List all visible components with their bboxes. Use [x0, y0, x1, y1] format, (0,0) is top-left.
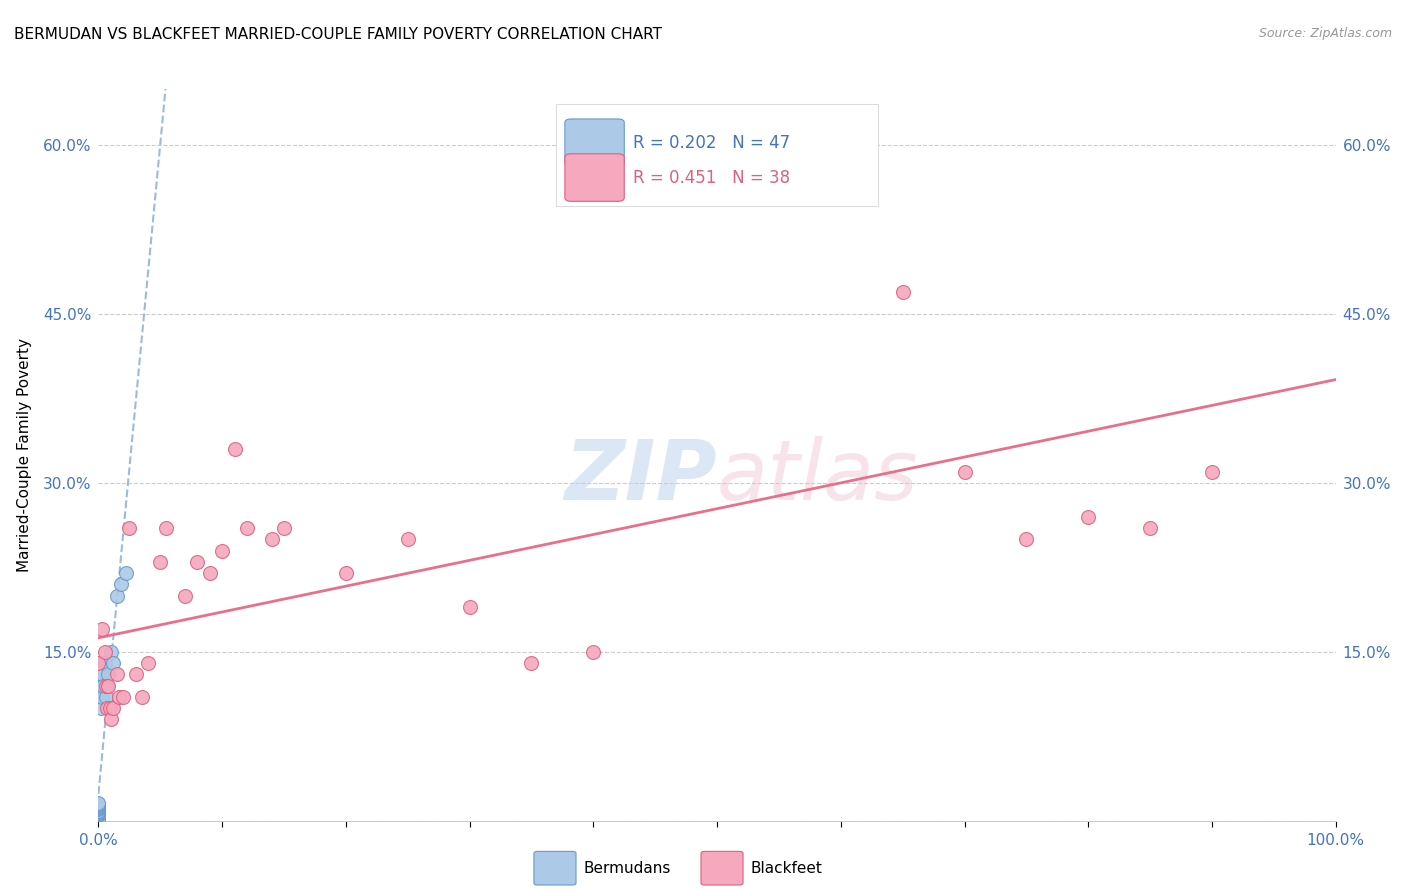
- Point: [1201, 465, 1223, 479]
- Point: [87, 814, 110, 828]
- Point: [155, 521, 177, 535]
- Point: [87, 814, 110, 828]
- Point: [87, 797, 110, 811]
- Point: [87, 799, 110, 814]
- Point: [103, 701, 125, 715]
- Point: [87, 814, 110, 828]
- Point: [87, 814, 110, 828]
- Point: [87, 797, 110, 812]
- Point: [87, 814, 110, 828]
- Point: [1015, 533, 1038, 547]
- Point: [87, 656, 110, 670]
- FancyBboxPatch shape: [565, 153, 624, 202]
- Point: [396, 533, 419, 547]
- Point: [118, 521, 141, 535]
- Point: [96, 679, 118, 693]
- Point: [103, 656, 125, 670]
- Point: [582, 645, 605, 659]
- Point: [91, 623, 114, 637]
- Point: [273, 521, 295, 535]
- Point: [114, 566, 136, 580]
- Point: [93, 645, 115, 659]
- Point: [87, 814, 110, 828]
- Point: [94, 690, 117, 704]
- Point: [87, 814, 110, 828]
- Point: [1139, 521, 1161, 535]
- Point: [100, 645, 122, 659]
- Point: [1077, 509, 1099, 524]
- Point: [97, 679, 120, 693]
- Text: Bermudans: Bermudans: [583, 861, 671, 876]
- Point: [224, 442, 246, 457]
- Point: [100, 712, 122, 726]
- Point: [136, 656, 159, 670]
- Point: [149, 555, 172, 569]
- Point: [89, 656, 111, 670]
- Point: [458, 599, 481, 614]
- Text: R = 0.202   N = 47: R = 0.202 N = 47: [633, 134, 790, 152]
- Point: [891, 285, 914, 299]
- Point: [87, 796, 110, 810]
- Point: [98, 701, 121, 715]
- Point: [87, 814, 110, 828]
- Point: [236, 521, 259, 535]
- Point: [90, 667, 112, 681]
- Point: [93, 679, 115, 693]
- Point: [198, 566, 221, 580]
- Y-axis label: Married-Couple Family Poverty: Married-Couple Family Poverty: [17, 338, 32, 572]
- Point: [91, 667, 114, 681]
- Point: [94, 679, 117, 693]
- Point: [87, 814, 110, 828]
- Point: [87, 806, 110, 821]
- Point: [87, 804, 110, 818]
- Point: [87, 802, 110, 816]
- Text: atlas: atlas: [717, 436, 918, 517]
- FancyBboxPatch shape: [534, 851, 576, 885]
- Text: Blackfeet: Blackfeet: [751, 861, 823, 876]
- Point: [87, 814, 110, 828]
- Point: [186, 555, 208, 569]
- Point: [87, 808, 110, 822]
- Point: [830, 116, 852, 130]
- Point: [110, 577, 132, 591]
- Point: [112, 690, 135, 704]
- FancyBboxPatch shape: [702, 851, 742, 885]
- Text: ZIP: ZIP: [564, 436, 717, 517]
- Point: [124, 667, 146, 681]
- Point: [87, 814, 110, 828]
- Point: [211, 543, 233, 558]
- Point: [90, 701, 112, 715]
- Point: [97, 667, 120, 681]
- Point: [108, 690, 131, 704]
- Point: [87, 814, 110, 828]
- Text: Source: ZipAtlas.com: Source: ZipAtlas.com: [1258, 27, 1392, 40]
- Point: [87, 800, 110, 814]
- Point: [520, 656, 543, 670]
- Point: [105, 667, 128, 681]
- Point: [87, 805, 110, 820]
- Point: [87, 814, 110, 828]
- FancyBboxPatch shape: [565, 119, 624, 167]
- Text: BERMUDAN VS BLACKFEET MARRIED-COUPLE FAMILY POVERTY CORRELATION CHART: BERMUDAN VS BLACKFEET MARRIED-COUPLE FAM…: [14, 27, 662, 42]
- Point: [335, 566, 357, 580]
- Point: [260, 533, 283, 547]
- Point: [87, 814, 110, 828]
- Text: R = 0.451   N = 38: R = 0.451 N = 38: [633, 169, 790, 186]
- Point: [174, 589, 197, 603]
- Point: [91, 690, 114, 704]
- Point: [953, 465, 976, 479]
- Point: [87, 814, 110, 828]
- Point: [87, 814, 110, 828]
- Point: [96, 701, 118, 715]
- Point: [87, 801, 110, 815]
- Point: [89, 679, 111, 693]
- Point: [93, 656, 115, 670]
- Point: [87, 814, 110, 828]
- Point: [87, 814, 110, 828]
- Point: [131, 690, 153, 704]
- FancyBboxPatch shape: [557, 103, 877, 206]
- Point: [90, 679, 112, 693]
- Point: [87, 805, 110, 819]
- Point: [105, 589, 128, 603]
